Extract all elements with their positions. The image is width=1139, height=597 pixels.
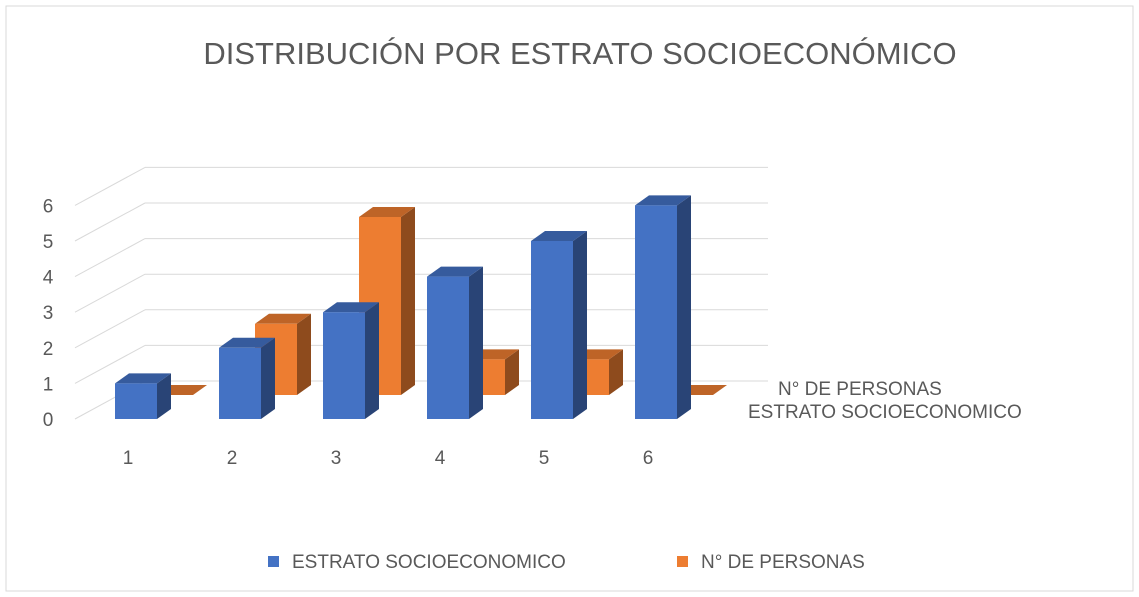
- y-tick-label: 3: [43, 303, 54, 324]
- bar-top: [635, 195, 691, 206]
- bar-side: [261, 337, 275, 419]
- y-tick-label: 1: [43, 374, 54, 395]
- bar: [219, 347, 261, 419]
- bar-top: [359, 207, 415, 217]
- legend-swatch: [677, 556, 688, 567]
- grid-line: [74, 202, 146, 242]
- depth-label: ESTRATO SOCIOECONOMICO: [748, 402, 1022, 423]
- bar-top: [531, 231, 587, 241]
- x-tick-label: 2: [227, 448, 238, 469]
- bar-side: [505, 349, 519, 395]
- grid-line: [74, 166, 146, 206]
- bar: [635, 205, 677, 419]
- bar: [115, 383, 157, 419]
- bar-side: [573, 231, 587, 419]
- bar-side: [297, 313, 311, 395]
- y-tick-label: 6: [43, 196, 54, 217]
- x-tick-label: 4: [435, 448, 446, 469]
- x-tick-label: 6: [643, 448, 654, 469]
- bar-side: [677, 195, 691, 419]
- legend-label: N° DE PERSONAS: [701, 552, 865, 573]
- x-tick-label: 5: [539, 448, 550, 469]
- chart-title: DISTRIBUCIÓN POR ESTRATO SOCIOECONÓMICO: [203, 36, 956, 71]
- y-tick-label: 2: [43, 339, 54, 360]
- bar: [531, 241, 573, 419]
- y-tick-label: 4: [43, 268, 54, 289]
- legend-label: ESTRATO SOCIOECONOMICO: [292, 552, 566, 573]
- grid-line: [74, 238, 146, 278]
- bar-side: [157, 373, 171, 419]
- y-tick-label: 5: [43, 232, 54, 253]
- bar-top: [219, 337, 275, 348]
- legend-swatch: [268, 556, 279, 567]
- bar-top: [255, 313, 311, 324]
- y-tick-label: 0: [43, 410, 54, 431]
- bar-side: [469, 266, 483, 419]
- bar: [427, 276, 469, 419]
- bar-side: [365, 302, 379, 419]
- bar-side: [401, 207, 415, 395]
- bar: [323, 312, 365, 419]
- bar-top: [427, 266, 483, 277]
- depth-label: N° DE PERSONAS: [778, 379, 942, 400]
- grid-line: [74, 273, 146, 313]
- bar-top: [115, 373, 171, 384]
- bar-top: [323, 302, 379, 313]
- x-tick-label: 3: [331, 448, 342, 469]
- grid-line: [74, 344, 146, 384]
- x-tick-label: 1: [123, 448, 134, 469]
- bar-side: [609, 349, 623, 395]
- grid-line: [74, 309, 146, 349]
